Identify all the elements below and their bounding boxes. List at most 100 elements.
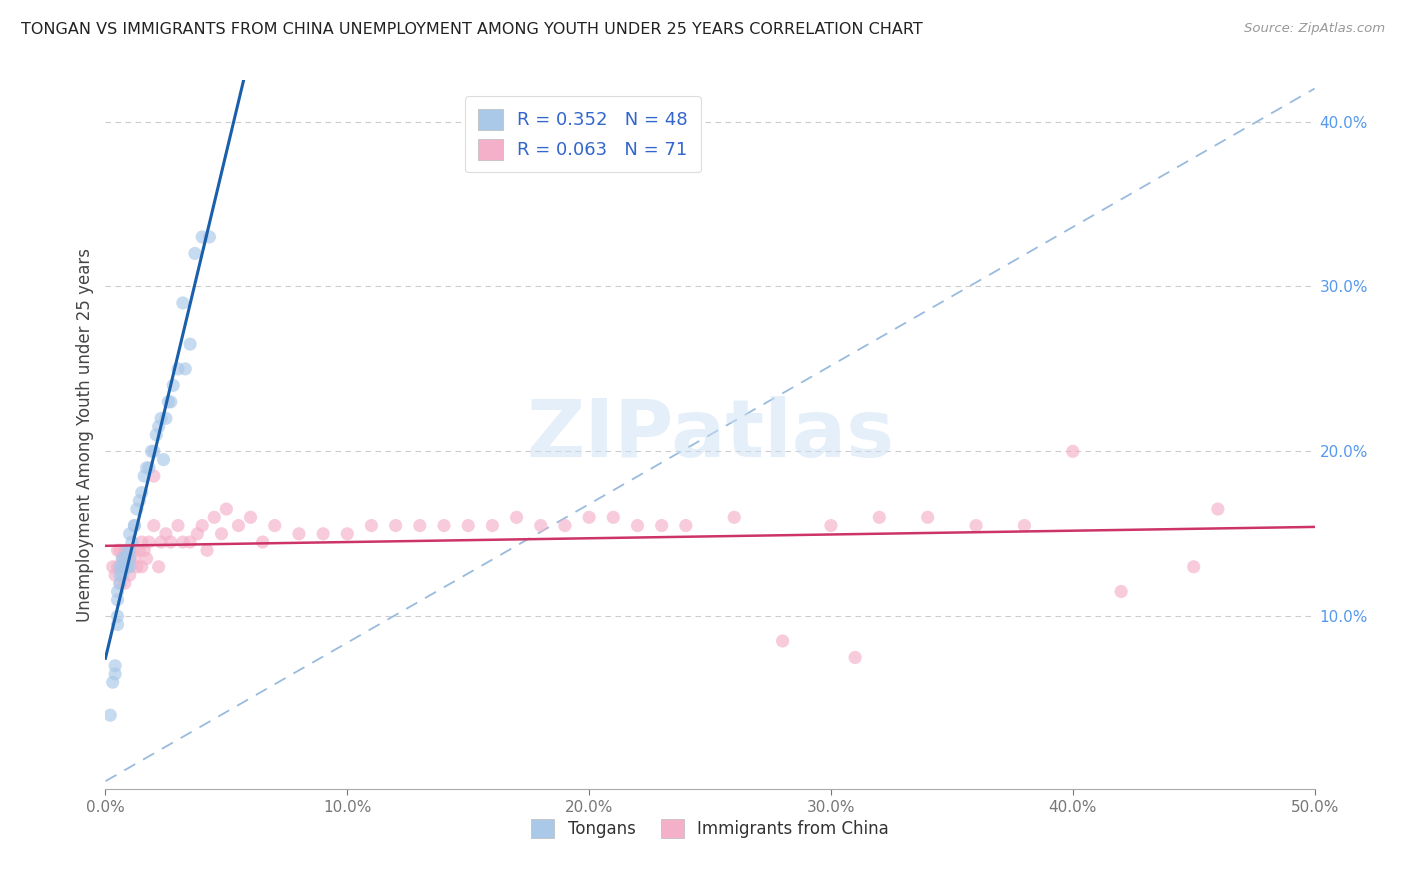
Point — [186, 526, 208, 541]
Point — [111, 551, 134, 566]
Point — [98, 708, 121, 723]
Point — [108, 576, 131, 591]
Point — [142, 469, 165, 483]
Point — [124, 518, 146, 533]
Point — [108, 559, 131, 574]
Point — [184, 246, 207, 260]
Point — [288, 526, 311, 541]
Point — [115, 559, 138, 574]
Point — [138, 535, 160, 549]
Point — [114, 551, 136, 566]
Point — [578, 510, 600, 524]
Point — [115, 559, 138, 574]
Point — [457, 518, 479, 533]
Point — [239, 510, 262, 524]
Legend: Tongans, Immigrants from China: Tongans, Immigrants from China — [524, 813, 896, 845]
Point — [1206, 502, 1229, 516]
Point — [179, 535, 201, 549]
Point — [195, 543, 218, 558]
Point — [772, 634, 794, 648]
Point — [228, 518, 250, 533]
Point — [134, 469, 156, 483]
Point — [157, 395, 180, 409]
Point — [145, 428, 167, 442]
Point — [108, 568, 131, 582]
Point — [135, 460, 157, 475]
Point — [107, 609, 129, 624]
Point — [155, 526, 177, 541]
Point — [481, 518, 503, 533]
Point — [121, 535, 143, 549]
Point — [602, 510, 624, 524]
Point — [723, 510, 745, 524]
Point — [152, 452, 174, 467]
Point — [159, 395, 181, 409]
Point — [101, 559, 124, 574]
Point — [1014, 518, 1036, 533]
Point — [107, 617, 129, 632]
Point — [917, 510, 939, 524]
Point — [124, 518, 146, 533]
Point — [118, 551, 141, 566]
Point — [215, 502, 238, 516]
Point — [107, 592, 129, 607]
Point — [263, 518, 285, 533]
Point — [252, 535, 274, 549]
Point — [505, 510, 527, 524]
Point — [104, 667, 127, 681]
Point — [108, 576, 131, 591]
Point — [202, 510, 225, 524]
Point — [172, 535, 194, 549]
Point — [191, 518, 214, 533]
Point — [111, 559, 134, 574]
Point — [868, 510, 890, 524]
Point — [312, 526, 335, 541]
Point — [409, 518, 432, 533]
Point — [118, 551, 141, 566]
Point — [115, 551, 138, 566]
Text: Source: ZipAtlas.com: Source: ZipAtlas.com — [1244, 22, 1385, 36]
Point — [384, 518, 406, 533]
Point — [114, 576, 136, 591]
Point — [360, 518, 382, 533]
Point — [111, 551, 134, 566]
Point — [211, 526, 233, 541]
Point — [965, 518, 987, 533]
Point — [179, 337, 201, 351]
Point — [118, 526, 141, 541]
Point — [167, 362, 190, 376]
Point — [128, 543, 150, 558]
Point — [107, 559, 129, 574]
Point — [150, 411, 173, 425]
Point — [174, 362, 197, 376]
Point — [675, 518, 697, 533]
Point — [107, 584, 129, 599]
Point — [128, 493, 150, 508]
Point — [135, 551, 157, 566]
Point — [820, 518, 842, 533]
Point — [148, 419, 170, 434]
Point — [1182, 559, 1205, 574]
Point — [554, 518, 576, 533]
Point — [336, 526, 359, 541]
Point — [118, 543, 141, 558]
Point — [101, 675, 124, 690]
Point — [131, 559, 153, 574]
Point — [131, 535, 153, 549]
Point — [1109, 584, 1132, 599]
Point — [104, 658, 127, 673]
Point — [651, 518, 673, 533]
Point — [115, 543, 138, 558]
Point — [159, 535, 181, 549]
Point — [118, 568, 141, 582]
Point — [433, 518, 456, 533]
Point — [134, 543, 156, 558]
Point — [142, 518, 165, 533]
Point — [191, 230, 214, 244]
Point — [530, 518, 553, 533]
Point — [626, 518, 648, 533]
Point — [148, 559, 170, 574]
Point — [142, 444, 165, 458]
Text: TONGAN VS IMMIGRANTS FROM CHINA UNEMPLOYMENT AMONG YOUTH UNDER 25 YEARS CORRELAT: TONGAN VS IMMIGRANTS FROM CHINA UNEMPLOY… — [21, 22, 922, 37]
Point — [138, 460, 160, 475]
